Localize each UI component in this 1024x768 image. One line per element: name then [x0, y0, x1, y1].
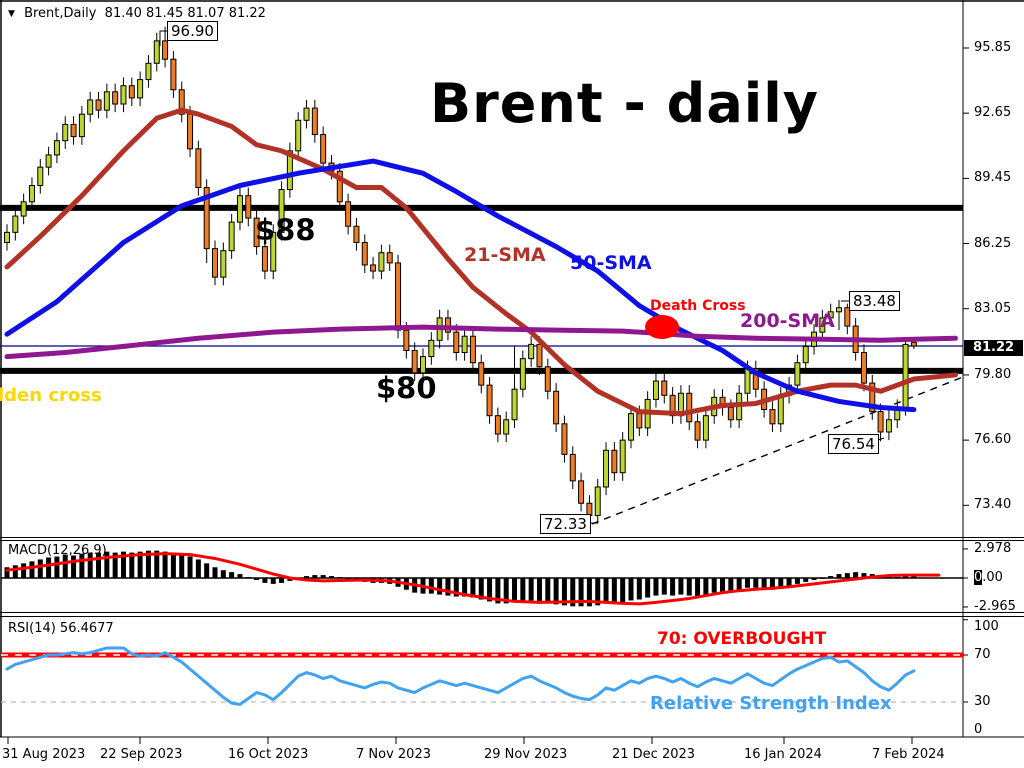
overbought-label: 70: OVERBOUGHT	[657, 629, 827, 649]
axis-label: 86.25	[974, 235, 1012, 251]
symbol-name: Brent,Daily	[24, 6, 97, 21]
date-axis-label: 22 Sep 2023	[100, 747, 183, 762]
axis-label: 76.60	[974, 432, 1012, 448]
sma21-label: 21-SMA	[464, 244, 546, 266]
symbol-dropdown-icon[interactable]: ▼	[8, 9, 15, 19]
support-80-label: $80	[376, 371, 437, 405]
sma50-label: 50-SMA	[570, 252, 652, 274]
date-axis-label: 29 Nov 2023	[484, 747, 568, 762]
chart-title: Brent - daily	[430, 72, 819, 135]
price-tag-low: 72.33	[540, 514, 591, 534]
rsi-name-label: Relative Strength Index	[650, 693, 892, 714]
axis-label: 0.00	[974, 570, 1003, 585]
axis-label: 95.85	[974, 40, 1012, 55]
price-tag-recent-low: 76.54	[828, 434, 879, 454]
date-axis-label: 7 Nov 2023	[356, 747, 431, 762]
golden-cross-label: lden cross	[0, 385, 102, 406]
axis-label: 0	[974, 722, 983, 737]
symbol-quote-line: ▼ Brent,Daily 81.40 81.45 81.07 81.22	[8, 6, 266, 21]
axis-label: 70	[974, 647, 991, 662]
date-axis-label: 21 Dec 2023	[612, 747, 696, 762]
date-axis-label: 16 Oct 2023	[228, 747, 309, 762]
death-cross-label: Death Cross	[650, 298, 746, 314]
axis-label: 92.65	[974, 105, 1012, 121]
axis-label: 30	[974, 694, 991, 709]
date-axis-label: 7 Feb 2024	[872, 747, 945, 762]
price-tag-high: 96.90	[167, 21, 218, 41]
symbol-ohlc: 81.40 81.45 81.07 81.22	[104, 6, 266, 21]
rsi-indicator-label: RSI(14) 56.4677	[8, 621, 114, 636]
sma200-label: 200-SMA	[740, 310, 835, 332]
axis-label: 79.80	[974, 366, 1012, 382]
date-axis-label: 16 Jan 2024	[744, 747, 822, 762]
axis-label: 83.05	[974, 300, 1012, 316]
axis-label: 2.978	[974, 540, 1012, 556]
current-price-tag: 81.22	[964, 340, 1023, 356]
axis-label: 73.40	[974, 497, 1012, 513]
axis-label: -2.965	[974, 598, 1016, 614]
resistance-88-label: $88	[255, 213, 316, 247]
price-tag-recent-high: 83.48	[849, 291, 900, 311]
axis-label: 100	[974, 619, 999, 634]
date-axis-label: 31 Aug 2023	[2, 747, 86, 762]
axis-label: 89.45	[974, 170, 1012, 186]
